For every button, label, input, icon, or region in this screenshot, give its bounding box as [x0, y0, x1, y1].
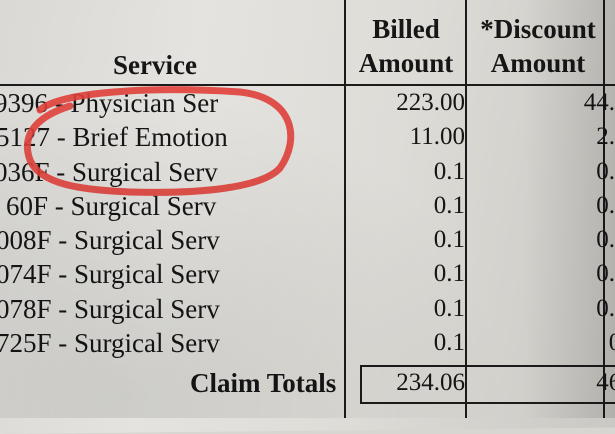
- discount-cell: 0.00: [596, 192, 615, 219]
- column-divider-discount: [603, 0, 605, 418]
- service-header: Service: [113, 50, 197, 80]
- column-divider-service: [344, 0, 346, 418]
- discount-cell: 2.20: [596, 123, 615, 150]
- billed-header-line2: Amount: [358, 48, 454, 78]
- billed-cell: 0.1: [433, 192, 465, 219]
- claim-totals-discount: 46.8: [596, 369, 615, 396]
- billed-cell: 0.1: [433, 295, 465, 322]
- service-cell: 078F - Surgical Serv: [0, 294, 220, 324]
- discount-cell: 0.0: [608, 329, 615, 356]
- billed-cell: 223.00: [396, 89, 465, 116]
- discount-cell: 44.60: [583, 89, 615, 116]
- billed-header-line1: Billed: [372, 14, 440, 44]
- discount-header-line2: Amount: [490, 48, 586, 78]
- discount-header-line1: *Discount: [480, 14, 596, 44]
- claim-totals-billed: 234.06: [396, 369, 465, 396]
- discount-cell: 0.00: [596, 260, 615, 287]
- billed-cell: 0.1: [433, 329, 465, 356]
- billed-cell: 0.1: [433, 260, 465, 287]
- service-cell: 008F - Surgical Serv: [0, 225, 220, 255]
- claim-totals-label: Claim Totals: [190, 368, 337, 398]
- totals-bottom-line: [360, 402, 615, 404]
- discount-cell: 0.00: [596, 295, 615, 322]
- billed-cell: 0.1: [433, 158, 465, 185]
- billed-cell: 0.1: [433, 226, 465, 253]
- red-circle-annotation: [23, 86, 295, 196]
- totals-box-left: [360, 365, 362, 404]
- column-divider-billed: [465, 0, 467, 418]
- billed-cell: 11.00: [409, 123, 465, 150]
- discount-cell: 0.00: [596, 158, 615, 185]
- service-cell: 074F - Surgical Serv: [0, 259, 220, 289]
- circle-stroke: [23, 86, 295, 196]
- discount-cell: 0.00: [596, 226, 615, 253]
- service-cell: 60F - Surgical Serv: [6, 191, 217, 221]
- totals-divider: [360, 365, 615, 367]
- service-cell: 725F - Surgical Serv: [0, 328, 220, 358]
- header-divider: [0, 84, 615, 86]
